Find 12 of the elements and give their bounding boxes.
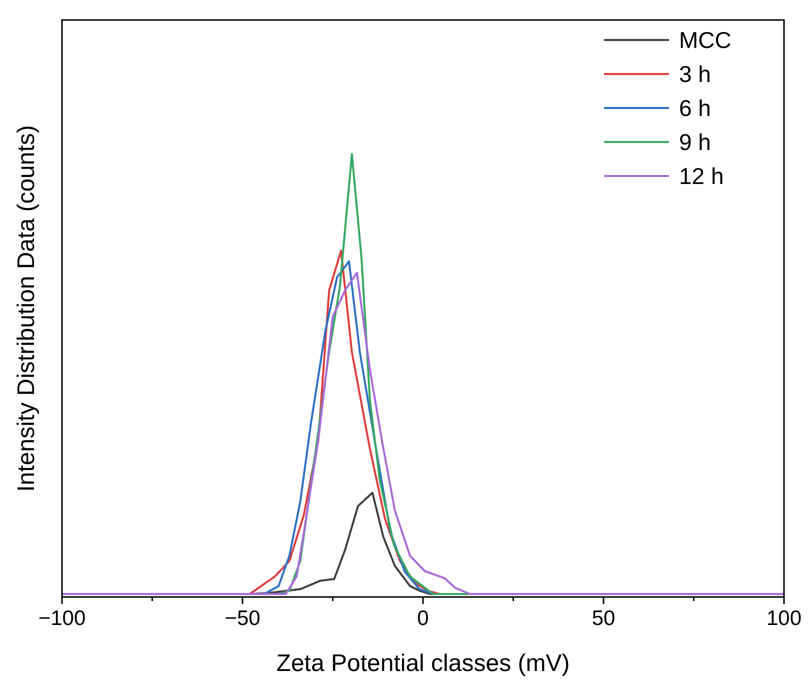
x-tick-label: 0 bbox=[417, 607, 429, 630]
legend-label: MCC bbox=[679, 27, 732, 53]
legend-label: 3 h bbox=[679, 61, 711, 87]
legend-label: 6 h bbox=[679, 95, 711, 121]
x-tick-label: −50 bbox=[224, 607, 260, 630]
x-axis-title: Zeta Potential classes (mV) bbox=[276, 650, 570, 677]
x-tick-label: 50 bbox=[592, 607, 616, 630]
x-tick-label: −100 bbox=[38, 607, 86, 630]
y-axis-title: Intensity Distribution Data (counts) bbox=[13, 125, 40, 492]
legend-label: 9 h bbox=[679, 129, 711, 155]
legend-label: 12 h bbox=[679, 163, 724, 189]
x-tick-label: 100 bbox=[766, 607, 802, 630]
